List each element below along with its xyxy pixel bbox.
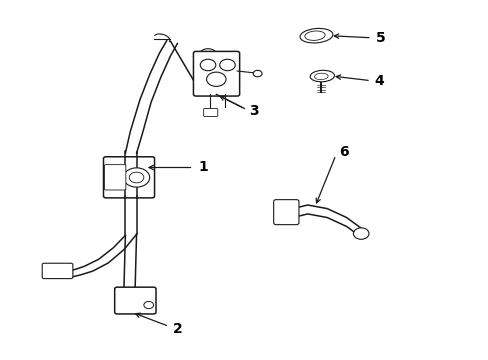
Circle shape (200, 59, 215, 71)
Text: 1: 1 (198, 161, 207, 175)
Text: 4: 4 (374, 74, 384, 88)
FancyBboxPatch shape (273, 200, 298, 225)
FancyBboxPatch shape (104, 165, 125, 190)
FancyBboxPatch shape (42, 263, 73, 279)
Circle shape (129, 172, 143, 183)
FancyBboxPatch shape (115, 287, 156, 314)
FancyBboxPatch shape (103, 157, 154, 198)
Text: 3: 3 (249, 104, 259, 118)
Text: 6: 6 (339, 145, 348, 159)
Ellipse shape (314, 73, 327, 80)
Circle shape (143, 301, 153, 309)
FancyBboxPatch shape (203, 109, 217, 116)
Circle shape (219, 59, 235, 71)
Ellipse shape (304, 31, 325, 40)
Ellipse shape (300, 28, 332, 43)
Circle shape (253, 70, 262, 77)
Text: 2: 2 (172, 322, 182, 336)
Circle shape (206, 72, 225, 86)
Circle shape (123, 168, 149, 187)
Ellipse shape (309, 70, 334, 82)
Text: 5: 5 (375, 31, 385, 45)
Circle shape (353, 228, 368, 239)
FancyBboxPatch shape (193, 51, 239, 96)
